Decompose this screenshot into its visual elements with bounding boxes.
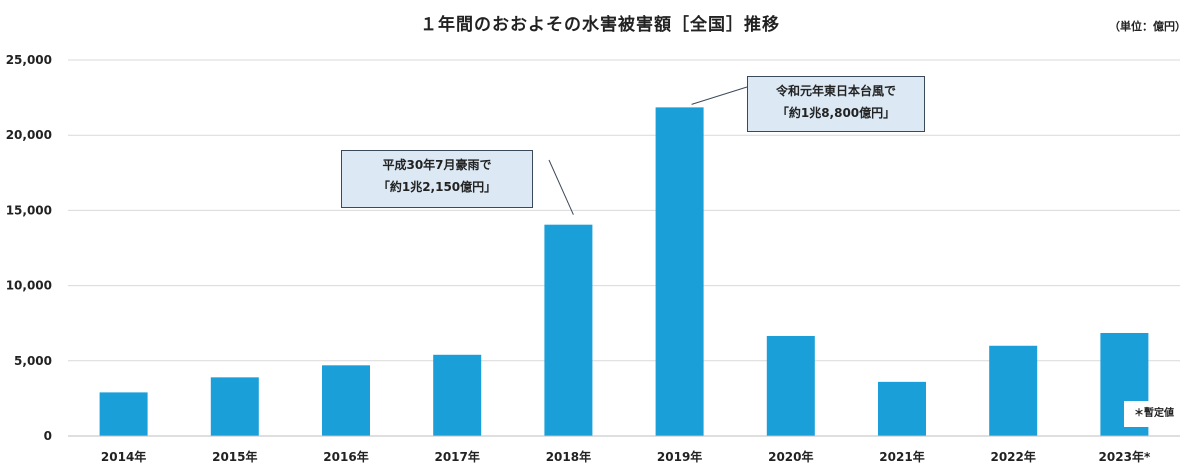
bar-2022年 <box>989 345 1038 436</box>
annotation-2019-callout: 令和元年東日本台風で 「約1兆8,800億円」 <box>747 76 925 132</box>
y-tick-label: 0 <box>44 429 52 443</box>
annotation-2018-line1: 平成30年7月豪雨で <box>382 158 492 172</box>
bar-2015年 <box>210 377 259 436</box>
x-tick-label: 2014年 <box>101 449 146 464</box>
callout-leader-line <box>548 159 574 215</box>
bar-2021年 <box>878 381 926 436</box>
unit-label: （単位：億円） <box>1109 20 1186 33</box>
y-tick-label: 10,000 <box>6 279 52 293</box>
annotation-2018-line2: 「約1兆2,150億円」 <box>377 180 497 194</box>
gridlines <box>68 59 1180 362</box>
bar-2018年 <box>544 224 593 436</box>
bar-2017年 <box>433 354 482 436</box>
x-tick-label: 2019年 <box>657 449 702 464</box>
y-tick-label: 5,000 <box>14 354 52 368</box>
x-tick-label: 2023年* <box>1099 449 1151 464</box>
bar-2020年 <box>766 335 815 436</box>
annotation-2019-line2: 「約1兆8,800億円」 <box>776 106 896 120</box>
y-tick-label: 15,000 <box>6 203 52 217</box>
bar-2014年 <box>99 392 148 436</box>
axes: 0 5,000 10,000 15,000 20,000 25,000 2014年 2015年… <box>6 53 1180 464</box>
bar-2016年 <box>322 365 370 436</box>
x-tick-label: 2017年 <box>434 449 479 464</box>
annotation-2018-callout: 平成30年7月豪雨で 「約1兆2,150億円」 <box>341 150 533 208</box>
y-tick-label: 25,000 <box>6 53 52 67</box>
annotation-2019-line1: 令和元年東日本台風で <box>775 84 896 98</box>
x-tick-label: 2015年 <box>212 449 257 464</box>
y-tick-label: 20,000 <box>6 128 52 142</box>
x-tick-label: 2021年 <box>879 449 924 464</box>
bar-2019年 <box>655 107 704 436</box>
x-tick-label: 2018年 <box>546 449 591 464</box>
x-tick-label: 2022年 <box>990 449 1035 464</box>
chart-title: １年間のおおよその水害被害額［全国］推移 <box>420 15 780 35</box>
x-tick-label: 2020年 <box>768 449 813 464</box>
callout-leader-line <box>691 86 748 105</box>
bars <box>99 107 1149 436</box>
provisional-note: ＊暫定値 <box>1124 401 1184 427</box>
callout-leaders <box>548 86 748 215</box>
x-tick-label: 2016年 <box>323 449 368 464</box>
